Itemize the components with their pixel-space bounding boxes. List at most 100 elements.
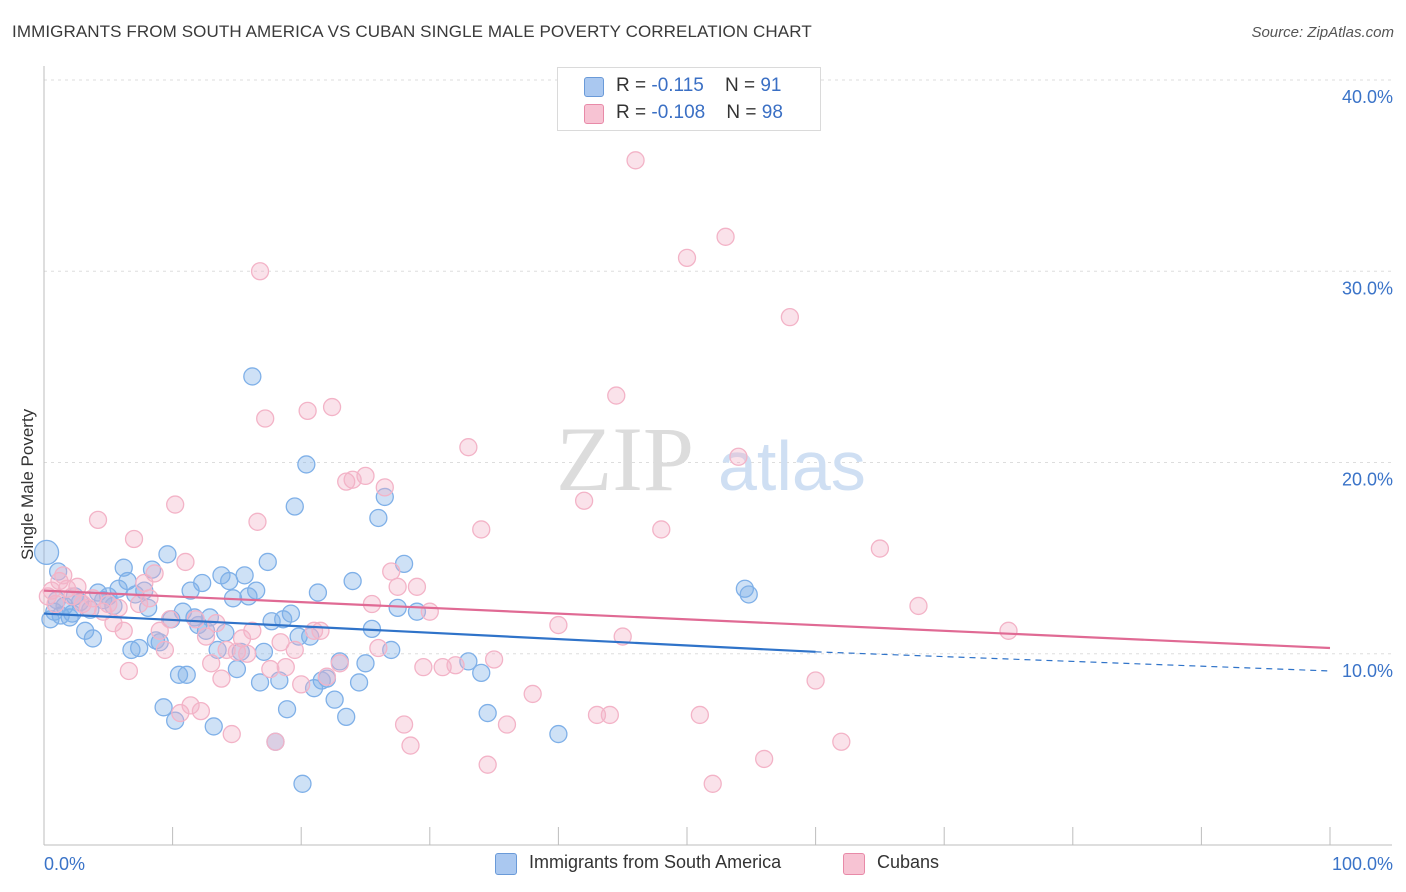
point-south-america — [158, 545, 177, 564]
point-cubans — [716, 227, 735, 246]
watermark-zip: ZIP — [556, 408, 694, 510]
legend-r-value: -0.115 — [651, 75, 704, 96]
point-cubans — [186, 610, 205, 629]
point-cubans — [140, 589, 159, 608]
y-axis-label: Single Male Poverty — [18, 408, 37, 560]
chart-title: IMMIGRANTS FROM SOUTH AMERICA VS CUBAN S… — [12, 22, 812, 41]
point-cubans — [613, 627, 632, 646]
point-cubans — [394, 715, 414, 734]
x-tick-label-min: 0.0% — [44, 854, 85, 874]
legend-n-value: 98 — [761, 102, 783, 123]
point-south-america — [254, 642, 274, 661]
point-cubans — [196, 627, 216, 646]
point-cubans — [276, 657, 295, 677]
point-south-america — [258, 552, 277, 572]
point-cubans — [266, 732, 285, 751]
trend-cubans — [43, 589, 1331, 650]
series-cubans-points — [38, 151, 1018, 793]
point-cubans — [271, 633, 290, 652]
point-cubans — [330, 654, 349, 673]
point-south-america — [308, 583, 328, 602]
point-south-america — [193, 573, 212, 593]
point-south-america — [337, 707, 356, 727]
point-cubans — [909, 596, 928, 616]
point-cubans — [337, 472, 356, 491]
point-cubans — [446, 656, 465, 675]
point-cubans — [145, 564, 164, 583]
point-cubans — [677, 248, 697, 268]
point-cubans — [574, 491, 594, 510]
legend-n-value: 91 — [760, 75, 782, 96]
point-south-america — [169, 665, 189, 684]
point-south-america — [343, 571, 362, 591]
point-cubans — [549, 615, 568, 635]
point-south-america — [130, 638, 149, 658]
point-cubans — [375, 478, 394, 497]
legend-r-value: -0.108 — [651, 102, 706, 123]
point-cubans — [256, 409, 275, 428]
legend-n-label: N = — [726, 102, 762, 123]
point-cubans — [311, 621, 330, 640]
point-cubans — [607, 386, 626, 405]
point-cubans — [46, 594, 65, 614]
point-cubans — [124, 529, 144, 549]
point-south-america — [277, 700, 297, 719]
point-cubans — [999, 621, 1018, 640]
point-cubans — [119, 661, 139, 681]
y-tick-label: 20.0% — [1342, 470, 1393, 490]
point-cubans — [114, 621, 133, 640]
point-cubans — [780, 307, 800, 327]
legend-swatch-cubans — [584, 104, 604, 124]
point-south-america — [281, 604, 301, 623]
point-south-america — [250, 673, 270, 692]
point-south-america — [220, 571, 239, 591]
tick-labels: 10.0% 20.0% 30.0% 40.0% 0.0% 100.0% — [44, 87, 1393, 874]
point-cubans — [703, 774, 722, 793]
point-cubans — [166, 495, 185, 514]
point-south-america — [293, 774, 312, 793]
point-cubans — [181, 696, 200, 715]
point-cubans — [523, 684, 542, 704]
point-cubans — [600, 705, 619, 725]
trend-lines — [43, 589, 1331, 672]
point-cubans — [401, 736, 420, 755]
bottom-legend-swatch-cubans — [843, 853, 865, 875]
point-south-america — [243, 367, 262, 386]
legend-r-label: R = — [616, 75, 652, 96]
point-cubans — [238, 644, 257, 663]
point-cubans — [109, 598, 128, 617]
point-cubans — [261, 659, 280, 679]
y-tick-label: 30.0% — [1342, 278, 1393, 298]
point-south-america — [204, 717, 223, 736]
point-south-america — [739, 585, 758, 604]
point-south-america — [83, 629, 103, 648]
point-cubans — [285, 640, 304, 660]
legend-r-label: R = — [616, 102, 652, 123]
point-cubans — [250, 262, 270, 281]
point-cubans — [171, 703, 190, 723]
point-south-america — [356, 654, 375, 673]
point-south-america — [177, 665, 196, 684]
point-south-america — [231, 642, 250, 661]
point-cubans — [191, 701, 211, 721]
watermark-atlas: atlas — [718, 427, 866, 505]
point-south-america — [33, 539, 60, 566]
point-cubans — [407, 577, 427, 596]
point-cubans — [755, 749, 774, 769]
point-cubans — [369, 638, 388, 658]
point-south-america — [349, 673, 369, 692]
point-cubans — [322, 397, 342, 417]
point-cubans — [202, 654, 221, 673]
point-cubans — [298, 401, 317, 421]
x-tick-label-max: 100.0% — [1332, 854, 1393, 874]
y-tick-label: 40.0% — [1342, 87, 1393, 107]
axes — [43, 66, 1392, 846]
point-cubans — [88, 510, 108, 530]
bottom-legend-swatch-south-america — [495, 853, 517, 875]
point-cubans — [870, 539, 890, 558]
point-south-america — [247, 581, 266, 600]
legend-n-label: N = — [724, 75, 761, 96]
point-cubans — [176, 552, 195, 572]
point-cubans — [690, 705, 710, 725]
